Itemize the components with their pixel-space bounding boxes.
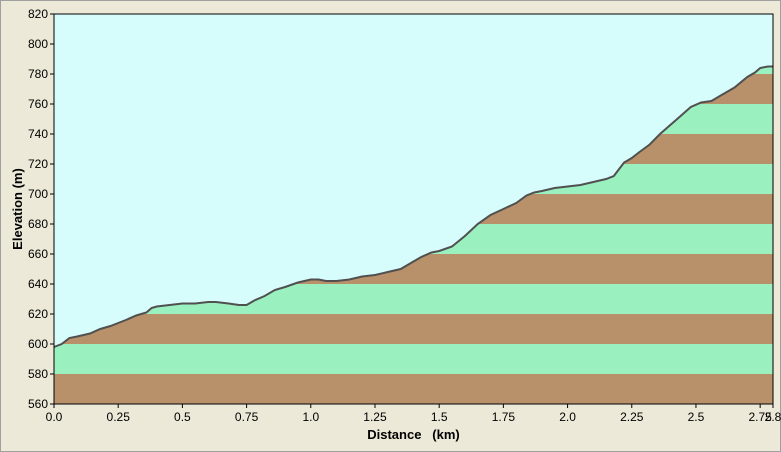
x-tick-label: 2.8 <box>765 410 781 424</box>
y-tick-label: 660 <box>28 247 48 261</box>
x-tick-label: 0.5 <box>174 410 191 424</box>
y-tick-label: 700 <box>28 187 48 201</box>
x-tick-label: 1.0 <box>302 410 319 424</box>
x-tick-label: 0.0 <box>46 410 63 424</box>
x-tick-label: 1.75 <box>492 410 516 424</box>
x-tick-label: 1.25 <box>363 410 387 424</box>
y-tick-label: 820 <box>28 7 48 21</box>
x-tick-label: 2.0 <box>559 410 576 424</box>
y-tick-label: 780 <box>28 67 48 81</box>
elevation-band <box>54 344 773 374</box>
plot-border <box>53 13 774 405</box>
y-tick-label: 580 <box>28 367 48 381</box>
x-tick-label: 2.75 <box>748 410 772 424</box>
x-tick-label: 2.25 <box>620 410 644 424</box>
sky-area <box>54 14 773 347</box>
y-tick-label: 760 <box>28 97 48 111</box>
y-tick-label: 720 <box>28 157 48 171</box>
y-tick-label: 600 <box>28 337 48 351</box>
y-tick-label: 800 <box>28 37 48 51</box>
x-axis: 0.0 0.25 0.5 0.75 1.0 1.25 1.5 1.75 2.0 2.25 2.5 2.… <box>46 404 781 424</box>
elevation-band <box>54 314 773 344</box>
y-tick-label: 640 <box>28 277 48 291</box>
elevation-profile-line <box>53 65 773 348</box>
y-tick-label: 680 <box>28 217 48 231</box>
y-tick-label: 620 <box>28 307 48 321</box>
y-axis: 560 580 600 620 640 660 680 700 720 740 760 780 800 8… <box>28 7 54 411</box>
y-tick-label: 560 <box>28 397 48 411</box>
x-tick-label: 0.25 <box>107 410 131 424</box>
x-tick-label: 0.75 <box>235 410 259 424</box>
y-axis-title: Elevation (m) <box>10 168 25 250</box>
x-axis-title: Distance (km) <box>367 427 459 442</box>
x-tick-label: 2.5 <box>688 410 705 424</box>
y-tick-label: 740 <box>28 127 48 141</box>
elevation-band <box>54 374 773 404</box>
x-tick-label: 1.5 <box>431 410 448 424</box>
